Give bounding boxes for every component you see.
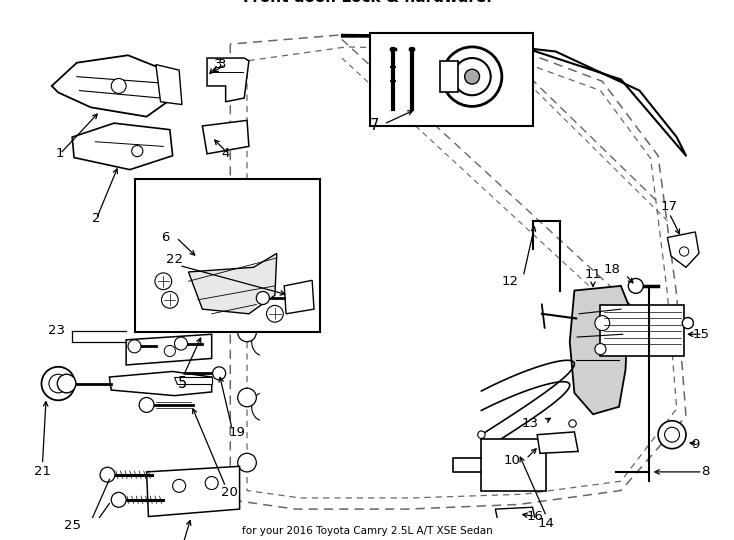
Text: 22: 22 <box>166 253 183 266</box>
Text: 6: 6 <box>161 231 170 244</box>
Text: 12: 12 <box>501 275 519 288</box>
Circle shape <box>238 258 256 276</box>
Circle shape <box>57 374 76 393</box>
Polygon shape <box>147 467 239 517</box>
Circle shape <box>569 420 576 427</box>
Bar <box>440 61 458 92</box>
Polygon shape <box>203 120 249 154</box>
Circle shape <box>131 145 143 157</box>
Polygon shape <box>72 123 172 170</box>
Text: 1: 1 <box>56 147 65 160</box>
Bar <box>136 179 319 333</box>
Polygon shape <box>537 432 578 453</box>
Circle shape <box>595 343 606 355</box>
Circle shape <box>155 273 172 289</box>
Circle shape <box>49 374 68 393</box>
Circle shape <box>658 421 686 449</box>
Circle shape <box>112 492 126 507</box>
Circle shape <box>100 467 115 482</box>
Text: 7: 7 <box>370 118 379 133</box>
Circle shape <box>238 453 256 472</box>
Circle shape <box>256 292 269 305</box>
Text: 13: 13 <box>522 417 539 430</box>
Bar <box>482 440 547 490</box>
Circle shape <box>238 323 256 342</box>
Text: 2: 2 <box>92 212 101 225</box>
Circle shape <box>164 346 175 356</box>
Text: 5: 5 <box>178 376 187 391</box>
Circle shape <box>213 367 225 380</box>
Circle shape <box>683 318 694 329</box>
Polygon shape <box>189 253 277 314</box>
Text: 10: 10 <box>504 454 520 467</box>
Circle shape <box>175 337 187 350</box>
Circle shape <box>206 477 218 490</box>
Bar <box>370 33 533 126</box>
Circle shape <box>139 397 154 413</box>
Text: 15: 15 <box>692 328 709 341</box>
Text: 3: 3 <box>218 58 227 71</box>
Polygon shape <box>207 58 249 102</box>
Circle shape <box>595 316 610 330</box>
Circle shape <box>161 292 178 308</box>
Text: 14: 14 <box>538 517 555 530</box>
Polygon shape <box>495 507 535 522</box>
Text: 19: 19 <box>228 427 245 440</box>
Circle shape <box>112 78 126 93</box>
Text: 21: 21 <box>34 465 51 478</box>
Text: for your 2016 Toyota Camry 2.5L A/T XSE Sedan: for your 2016 Toyota Camry 2.5L A/T XSE … <box>241 526 493 536</box>
Text: 4: 4 <box>221 147 229 160</box>
Circle shape <box>478 431 485 438</box>
Polygon shape <box>667 232 699 267</box>
Circle shape <box>42 367 75 400</box>
Text: 23: 23 <box>48 324 65 337</box>
Circle shape <box>172 480 186 492</box>
Bar <box>600 305 684 356</box>
Circle shape <box>454 58 491 95</box>
Text: 17: 17 <box>661 200 677 213</box>
Polygon shape <box>156 65 182 105</box>
Text: 20: 20 <box>221 486 238 499</box>
Polygon shape <box>570 286 628 414</box>
Circle shape <box>465 69 479 84</box>
Circle shape <box>664 427 680 442</box>
Text: 8: 8 <box>701 465 709 478</box>
Text: 11: 11 <box>584 268 601 281</box>
Circle shape <box>266 306 283 322</box>
Text: 18: 18 <box>604 262 621 275</box>
Circle shape <box>680 247 688 256</box>
Circle shape <box>238 388 256 407</box>
Text: 16: 16 <box>527 510 544 523</box>
Circle shape <box>628 279 643 293</box>
Polygon shape <box>51 55 172 117</box>
Circle shape <box>128 340 141 353</box>
Polygon shape <box>175 377 211 384</box>
Text: Front door. Lock & hardware.: Front door. Lock & hardware. <box>242 0 492 5</box>
Text: 9: 9 <box>691 437 700 450</box>
Polygon shape <box>126 334 211 365</box>
Text: 3: 3 <box>214 58 222 71</box>
Circle shape <box>443 47 502 106</box>
Polygon shape <box>109 372 211 396</box>
Polygon shape <box>284 280 314 314</box>
Text: 25: 25 <box>65 519 81 532</box>
